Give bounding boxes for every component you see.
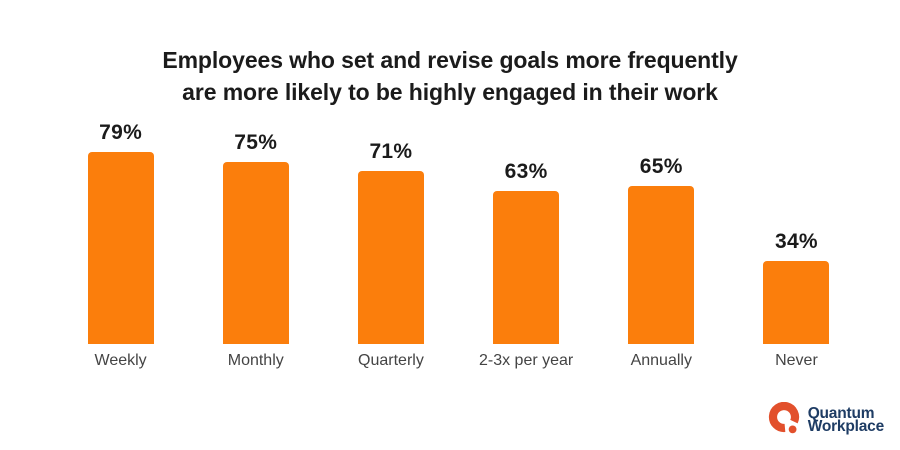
bar-category-label: Weekly — [94, 352, 147, 369]
bar-column: 65% Annually — [594, 0, 729, 369]
bar — [493, 190, 560, 344]
bar-value-label: 75% — [234, 130, 278, 154]
quantum-workplace-logo: Quantum Workplace — [768, 402, 884, 436]
bar-column: 71% Quarterly — [323, 0, 458, 369]
bar-category-label: Monthly — [227, 352, 284, 369]
quantum-workplace-wordmark: Quantum Workplace — [807, 404, 885, 435]
bar-category-label: Quarterly — [358, 352, 424, 369]
quantum-workplace-q-mark-icon — [768, 402, 799, 434]
bar-value-label: 34% — [774, 230, 818, 254]
bar — [222, 161, 289, 344]
bar-chart: 79% Weekly 75% Monthly 71% Quarterly 63%… — [53, 0, 864, 369]
bar-value-label: 71% — [369, 140, 413, 164]
chart-title: Employees who set and revise goals more … — [0, 44, 900, 108]
bar-value-label: 65% — [639, 155, 683, 179]
logo-word-workplace: Workplace — [807, 418, 885, 435]
bar-category-label: Annually — [630, 352, 692, 369]
logo-word-quantum: Quantum — [807, 404, 875, 422]
bar-category-label: Never — [775, 352, 818, 369]
bar — [357, 171, 424, 344]
bar-value-label: 63% — [504, 159, 548, 183]
bar-column: 75% Monthly — [188, 0, 323, 369]
bar-column: 79% Weekly — [53, 0, 188, 369]
bar — [628, 186, 695, 344]
bar-column: 34% Never — [729, 0, 864, 369]
bar-category-label: 2-3x per year — [478, 352, 574, 369]
chart-title-line1: Employees who set and revise goals more … — [162, 47, 738, 73]
bar-value-label: 79% — [99, 121, 143, 145]
bar-column: 63% 2-3x per year — [459, 0, 594, 369]
bar — [763, 261, 830, 344]
bar — [87, 152, 154, 344]
chart-title-line2: are more likely to be highly engaged in … — [182, 79, 718, 105]
